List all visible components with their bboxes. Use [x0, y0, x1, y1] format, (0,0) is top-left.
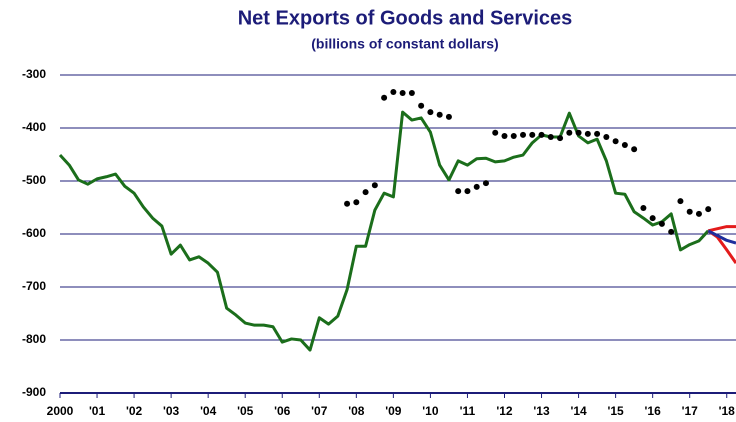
data-point [621, 141, 628, 148]
data-point [705, 206, 712, 213]
x-tick-label: '03 [163, 404, 180, 418]
data-point [464, 188, 471, 195]
x-tick-label: '14 [570, 404, 587, 418]
data-point [529, 131, 536, 138]
data-line [707, 229, 736, 245]
data-point [390, 88, 397, 95]
chart-subtitle: (billions of constant dollars) [311, 36, 498, 52]
data-point [547, 134, 554, 141]
data-point [575, 129, 582, 136]
data-point [538, 131, 545, 138]
data-point [631, 146, 638, 153]
data-point [427, 109, 434, 116]
data-line [707, 229, 736, 265]
x-tick-label: '13 [533, 404, 550, 418]
data-point [566, 129, 573, 136]
y-tick-label: -500 [22, 173, 46, 187]
data-point [362, 189, 369, 196]
data-point [371, 182, 378, 189]
data-point [658, 220, 665, 227]
x-tick-label: '15 [608, 404, 625, 418]
x-tick-label: '04 [200, 404, 217, 418]
y-tick-label: -400 [22, 120, 46, 134]
data-line [58, 110, 710, 352]
data-point [408, 90, 415, 97]
data-point [510, 132, 517, 139]
data-point [492, 129, 499, 136]
x-tick-label: '17 [682, 404, 699, 418]
x-tick-label: '09 [385, 404, 402, 418]
y-tick-label: -900 [22, 385, 46, 399]
y-tick-label: -600 [22, 226, 46, 240]
data-point [612, 138, 619, 145]
data-point [668, 228, 675, 235]
x-tick-label: '08 [348, 404, 365, 418]
x-tick-label: '18 [719, 404, 736, 418]
y-tick-label: -800 [22, 332, 46, 346]
x-tick-label: '02 [126, 404, 143, 418]
data-line [707, 225, 736, 233]
x-tick-label: '10 [422, 404, 439, 418]
data-point [640, 205, 647, 212]
x-tick-label: '01 [89, 404, 106, 418]
data-point [686, 208, 693, 215]
data-point [473, 183, 480, 190]
data-point [445, 113, 452, 120]
data-point [381, 94, 388, 101]
data-point [418, 102, 425, 109]
data-point [455, 188, 462, 195]
data-point [344, 200, 351, 207]
data-point [603, 134, 610, 141]
data-point [594, 130, 601, 137]
x-tick-label: '07 [311, 404, 328, 418]
x-tick-label: 2000 [47, 404, 74, 418]
data-point [482, 180, 489, 187]
data-point [695, 210, 702, 217]
x-tick-label: '05 [237, 404, 254, 418]
data-point [584, 130, 591, 137]
data-point [649, 215, 656, 222]
x-tick-label: '11 [460, 404, 476, 418]
data-point [520, 131, 527, 138]
x-tick-label: '12 [496, 404, 513, 418]
x-tick-label: '06 [274, 404, 291, 418]
data-point [501, 132, 508, 139]
data-point [399, 90, 406, 97]
y-tick-label: -300 [22, 67, 46, 81]
data-point [436, 111, 443, 118]
y-tick-label: -700 [22, 279, 46, 293]
chart-title: Net Exports of Goods and Services [238, 7, 573, 29]
x-tick-label: '16 [645, 404, 662, 418]
data-point [677, 198, 684, 205]
data-point [557, 135, 564, 142]
data-point [353, 199, 360, 206]
